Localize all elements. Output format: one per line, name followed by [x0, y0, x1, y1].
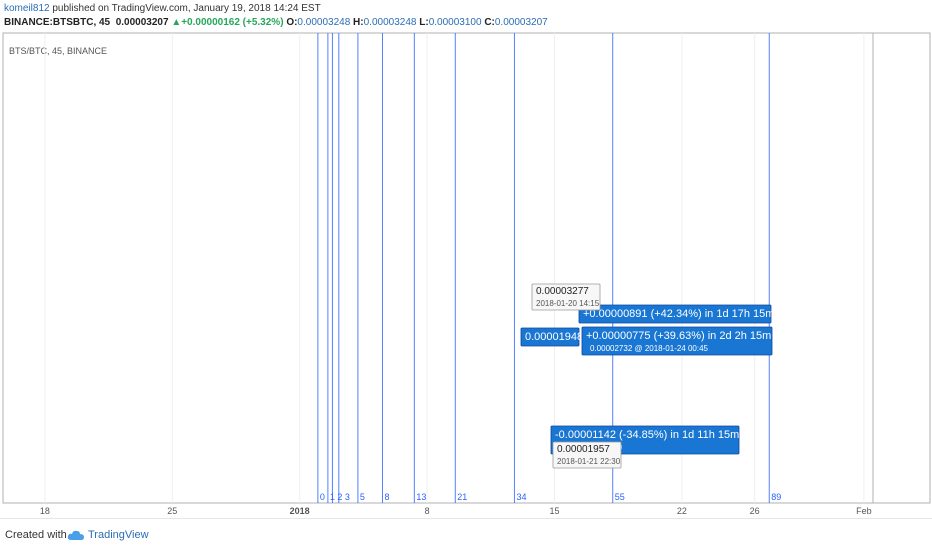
- price-chart[interactable]: BTS/BTC, 45, BINANCE 0123581321345589 0.…: [0, 32, 932, 518]
- x-tick-label: 8: [425, 506, 430, 516]
- fib-time-label: 34: [516, 492, 526, 502]
- fib-time-label: 13: [416, 492, 426, 502]
- high-label-price: 0.00003277: [536, 286, 589, 297]
- measure-drop-text: -0.00001142 (-34.85%) in 1d 11h 15m: [555, 429, 739, 441]
- publish-info: published on TradingView.com, January 19…: [52, 3, 321, 14]
- plot-area[interactable]: [2, 32, 874, 504]
- measure-39-box[interactable]: [581, 326, 773, 356]
- fib-time-label: 3: [345, 492, 350, 502]
- tradingview-cloud-icon: [67, 530, 84, 540]
- x-tick-label: 26: [750, 506, 760, 516]
- short-measure-text: 0.00001948: [525, 331, 583, 343]
- low-label-price: 0.00001957: [557, 444, 610, 455]
- x-tick-label: 15: [549, 506, 559, 516]
- short-measure-box[interactable]: [520, 327, 580, 347]
- x-tick-label: 18: [40, 506, 50, 516]
- high-label-box: [531, 283, 601, 311]
- measure-42-text: +0.00000891 (+42.34%) in 1d 17h 15m: [583, 308, 774, 320]
- symbol-label[interactable]: BINANCE:BTSBTC, 45: [4, 17, 111, 28]
- footer: Created with TradingView: [0, 518, 932, 551]
- measure-39-text: +0.00000775 (+39.63%) in 2d 2h 15m: [586, 330, 771, 342]
- price-axis[interactable]: [872, 32, 931, 504]
- high-label-time: 2018-01-20 14:15: [536, 299, 600, 308]
- low-label: L:: [419, 17, 429, 28]
- fib-time-label: 8: [384, 492, 389, 502]
- author-link[interactable]: komeil812: [4, 3, 50, 14]
- high-label: H:: [353, 17, 364, 28]
- measure-39-subtext: 0.00002732 @ 2018-01-24 00:45: [590, 344, 709, 353]
- up-arrow-icon: ▲: [171, 17, 182, 28]
- x-tick-label: 22: [677, 506, 687, 516]
- measure-42-box[interactable]: [578, 304, 772, 324]
- close-label: C:: [484, 17, 495, 28]
- high-value: 0.00003248: [363, 17, 417, 28]
- last-price: 0.00003207: [115, 17, 169, 28]
- x-tick-label: 2018: [290, 506, 310, 516]
- x-tick-label: Feb: [856, 506, 872, 516]
- open-label: O:: [286, 17, 298, 28]
- low-label-box: [552, 441, 622, 469]
- price-change: +0.00000162 (+5.32%): [181, 17, 284, 28]
- tradingview-brand[interactable]: TradingView: [88, 529, 149, 541]
- low-value: 0.00003100: [428, 17, 482, 28]
- publish-line: komeil812 published on TradingView.com, …: [4, 3, 321, 14]
- ohlc-line: BINANCE:BTSBTC, 45 0.00003207 ▲+0.000001…: [4, 17, 548, 28]
- x-tick-label: 25: [167, 506, 177, 516]
- fib-time-label: 0: [320, 492, 325, 502]
- fib-time-label: 2: [337, 492, 342, 502]
- open-value: 0.00003248: [297, 17, 351, 28]
- fib-time-label: 89: [771, 492, 781, 502]
- fib-time-label: 5: [360, 492, 365, 502]
- created-with-label: Created with: [5, 529, 67, 541]
- close-value: 0.00003207: [494, 17, 548, 28]
- chart-title: BTS/BTC, 45, BINANCE: [9, 46, 107, 56]
- fib-time-label: 21: [457, 492, 467, 502]
- chart-header: komeil812 published on TradingView.com, …: [0, 0, 932, 32]
- low-label-time: 2018-01-21 22:30: [557, 457, 621, 466]
- fib-time-label: 55: [615, 492, 625, 502]
